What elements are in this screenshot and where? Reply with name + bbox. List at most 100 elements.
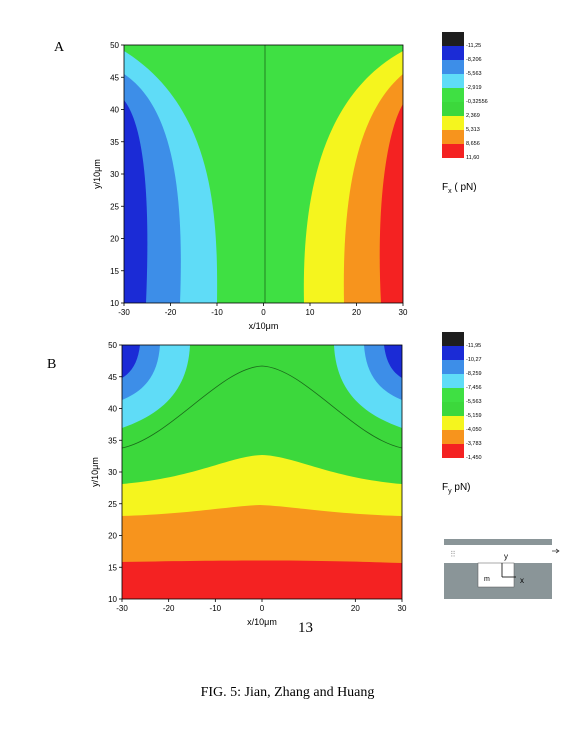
plot-a-xtick-label: 10 bbox=[306, 308, 315, 317]
legend-a-swatch bbox=[442, 88, 464, 102]
plot-a-ytick-label: 10 bbox=[110, 299, 119, 308]
plot-a-xtick-label: 0 bbox=[261, 308, 266, 317]
legend-a-label: 2,369 bbox=[466, 113, 480, 119]
plot-a-xtick-label: -10 bbox=[211, 308, 223, 317]
fy-contour-peak bbox=[122, 365, 402, 449]
plot-a-ytick-label: 40 bbox=[110, 106, 119, 115]
plot-b-ytick-label: 10 bbox=[108, 595, 117, 604]
plot-b: -30 -20 -10 0 20 30 10 15 20 25 30 35 40 45 50 x/10μm y/… bbox=[90, 341, 407, 627]
plot-b-ytick-label: 45 bbox=[108, 373, 117, 382]
legend-a-label: -2,919 bbox=[466, 85, 482, 91]
legend-a-swatch bbox=[442, 144, 464, 158]
plot-b-xtick-label: 0 bbox=[260, 604, 265, 613]
inset-label-m: m bbox=[484, 576, 490, 583]
panel-a-letter: A bbox=[54, 40, 65, 55]
plot-b-xtick-label: -30 bbox=[116, 604, 128, 613]
inset-label-x: x bbox=[520, 576, 524, 585]
legend-b-swatch bbox=[442, 332, 464, 346]
legend-a-swatch bbox=[442, 102, 464, 116]
plot-a-ytick-label: 30 bbox=[110, 170, 119, 179]
plot-b-ytick-label: 20 bbox=[108, 532, 117, 541]
plot-a-ytick-label: 50 bbox=[110, 41, 119, 50]
geometry-inset: ⠿ y x m bbox=[444, 539, 560, 599]
legend-a-swatch bbox=[442, 32, 464, 46]
legend-b-title: Fy pN) bbox=[442, 482, 471, 495]
fy-band-green bbox=[122, 345, 402, 484]
legend-b-label: -3,783 bbox=[466, 441, 482, 447]
legend-a-unit: ( pN) bbox=[454, 182, 477, 193]
page-number: 13 bbox=[298, 620, 313, 636]
legend-b-subscript: y bbox=[448, 488, 452, 495]
legend-b-label: -10,27 bbox=[466, 357, 482, 363]
plot-a-xtick-label: 30 bbox=[399, 308, 408, 317]
inset-top-plate bbox=[444, 539, 552, 545]
legend-b-label: -11,95 bbox=[466, 343, 481, 349]
plot-b-xtick-label: 20 bbox=[351, 604, 360, 613]
legend-a-swatch bbox=[442, 46, 464, 60]
legend-a-label: 8,656 bbox=[466, 141, 480, 147]
plot-b-ytick-label: 35 bbox=[108, 436, 117, 445]
legend-b: -11,95 -10,27 -8,259 -7,456 -5,563 -5,159 -4,0… bbox=[442, 332, 482, 461]
inset-dots: ⠿ bbox=[450, 550, 456, 559]
legend-b-swatch bbox=[442, 416, 464, 430]
plot-a-ytick-label: 45 bbox=[110, 73, 119, 82]
legend-a-label: -0,32556 bbox=[466, 99, 488, 105]
panel-b-letter: B bbox=[47, 357, 57, 372]
figure-caption: FIG. 5: Jian, Zhang and Huang bbox=[200, 685, 375, 700]
legend-a-subscript: x bbox=[448, 188, 452, 195]
plot-a-ytick-label: 20 bbox=[110, 235, 119, 244]
legend-a-label: -8,206 bbox=[466, 57, 482, 63]
plot-a-ylabel: y/10μm bbox=[92, 159, 102, 189]
plot-b-ytick-label: 25 bbox=[108, 500, 117, 509]
plot-b-ylabel: y/10μm bbox=[90, 457, 100, 487]
legend-b-swatch bbox=[442, 346, 464, 360]
fx-band-red bbox=[379, 104, 403, 303]
plot-a-xtick-label: -20 bbox=[165, 308, 177, 317]
legend-a-label: -11,25 bbox=[466, 43, 481, 49]
legend-b-label: -1,450 bbox=[466, 455, 482, 461]
fy-corner-tl-dark bbox=[122, 345, 140, 378]
legend-b-swatch bbox=[442, 360, 464, 374]
legend-b-label: -5,563 bbox=[466, 399, 482, 405]
legend-b-unit: pN) bbox=[454, 482, 471, 493]
legend-a-swatch bbox=[442, 60, 464, 74]
legend-a-symbol: F bbox=[442, 182, 449, 193]
legend-b-swatch bbox=[442, 374, 464, 388]
plot-a-xtick-label: -30 bbox=[118, 308, 130, 317]
plot-b-xtick-label: -10 bbox=[210, 604, 222, 613]
legend-a-swatch bbox=[442, 130, 464, 144]
plot-b-ytick-label: 30 bbox=[108, 468, 117, 477]
plot-b-ytick-label: 15 bbox=[108, 563, 117, 572]
legend-b-label: -4,050 bbox=[466, 427, 482, 433]
legend-b-symbol: F bbox=[442, 482, 449, 493]
plot-b-xtick-label: -20 bbox=[163, 604, 175, 613]
legend-b-label: -5,159 bbox=[466, 413, 482, 419]
legend-b-swatch bbox=[442, 402, 464, 416]
plot-b-ytick-label: 50 bbox=[108, 341, 117, 350]
fx-band-dark-blue bbox=[124, 100, 148, 303]
plot-b-xtick-label: 30 bbox=[398, 604, 407, 613]
plot-a-ytick-label: 25 bbox=[110, 202, 119, 211]
legend-a-label: -5,563 bbox=[466, 71, 482, 77]
plot-b-ytick-label: 40 bbox=[108, 405, 117, 414]
legend-a-swatch bbox=[442, 74, 464, 88]
fy-corner-tr-dark bbox=[384, 345, 402, 378]
plot-a: -30 -20 -10 0 10 20 30 10 15 20 25 30 35 40 45 50 x/10μm… bbox=[92, 41, 408, 331]
legend-b-label: -7,456 bbox=[466, 385, 482, 391]
legend-b-swatch bbox=[442, 444, 464, 458]
legend-a: -11,25 -8,206 -5,563 -2,919 -0,32556 2,369 5,3… bbox=[442, 32, 488, 161]
legend-a-label: 5,313 bbox=[466, 127, 480, 133]
legend-a-label: 11,60 bbox=[466, 155, 479, 161]
legend-a-title: Fx ( pN) bbox=[442, 182, 477, 195]
plot-a-axes: -30 -20 -10 0 10 20 30 10 15 20 25 30 35 40 45 50 x/10μm… bbox=[92, 41, 408, 331]
plot-b-xlabel: x/10μm bbox=[247, 617, 277, 627]
legend-b-swatch bbox=[442, 430, 464, 444]
plot-a-ytick-label: 15 bbox=[110, 267, 119, 276]
inset-label-y: y bbox=[504, 552, 508, 561]
legend-b-label: -8,259 bbox=[466, 371, 482, 377]
legend-b-swatch bbox=[442, 388, 464, 402]
plot-b-axes: -30 -20 -10 0 20 30 10 15 20 25 30 35 40 45 50 x/10μm y/… bbox=[90, 341, 407, 627]
plot-a-xlabel: x/10μm bbox=[249, 321, 279, 331]
inset-channel bbox=[477, 562, 515, 588]
plot-a-xtick-label: 20 bbox=[352, 308, 361, 317]
